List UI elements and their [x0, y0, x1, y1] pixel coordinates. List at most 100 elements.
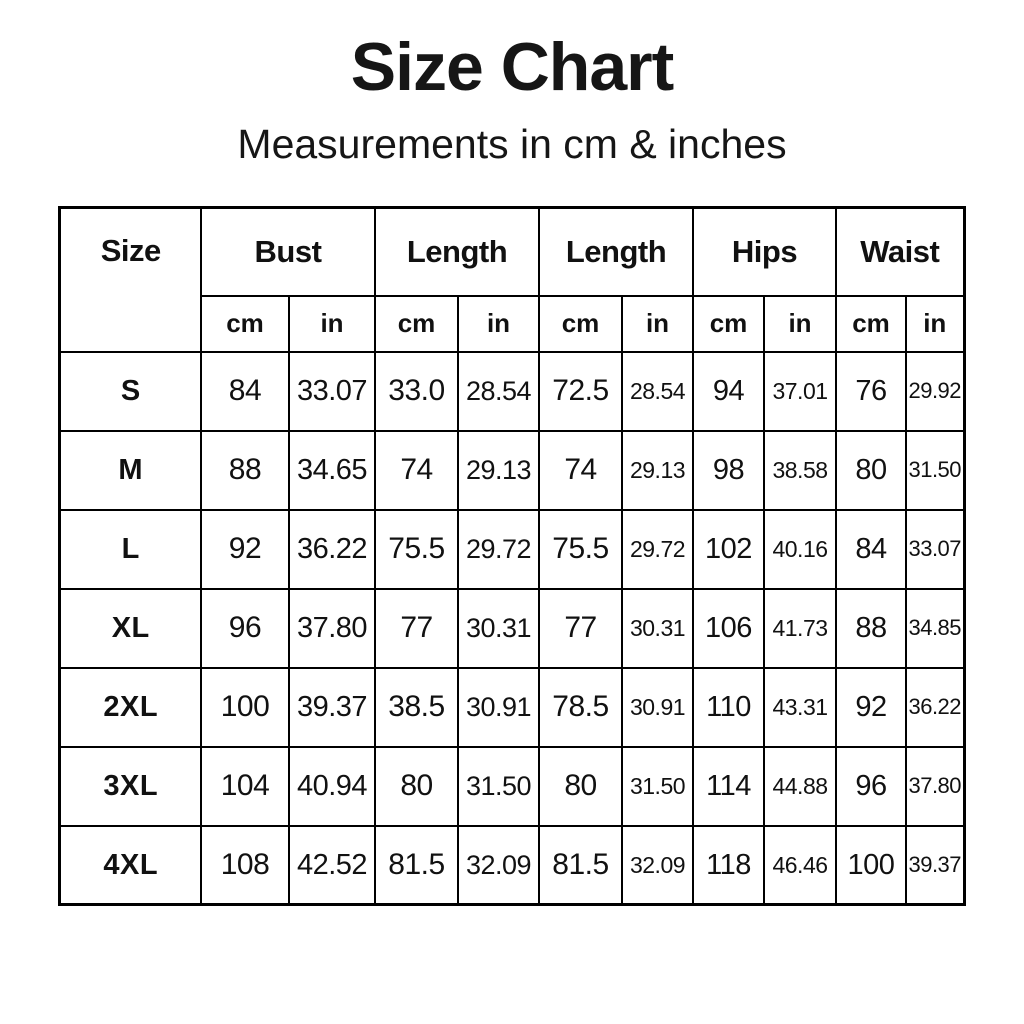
value-cell: 29.13	[621, 429, 694, 511]
value-cell: 33.07	[905, 508, 965, 590]
header-hips: Hips	[692, 206, 837, 297]
value-cell: 34.85	[905, 587, 965, 669]
value-cell: 80	[538, 745, 623, 827]
unit-waist-cm: cm	[835, 294, 907, 353]
value-cell: 41.73	[763, 587, 837, 669]
value-cell: 74	[374, 429, 459, 511]
size-label: L	[58, 508, 202, 590]
value-cell: 108	[199, 824, 290, 906]
unit-length1-cm: cm	[374, 294, 459, 353]
value-cell: 94	[692, 350, 765, 432]
value-cell: 37.80	[905, 745, 965, 827]
table-row: XL 96 37.80 77 30.31 77 30.31 106 41.73 …	[58, 587, 965, 669]
value-cell: 33.0	[374, 350, 459, 432]
value-cell: 100	[199, 666, 290, 748]
value-cell: 76	[835, 350, 907, 432]
value-cell: 81.5	[538, 824, 623, 906]
value-cell: 28.54	[621, 350, 694, 432]
value-cell: 84	[835, 508, 907, 590]
header-bust: Bust	[199, 206, 377, 297]
unit-length1-in: in	[457, 294, 540, 353]
value-cell: 37.80	[287, 587, 377, 669]
value-cell: 98	[692, 429, 765, 511]
size-chart-table: Size Bust Length Length Hips Waist cm in…	[58, 205, 966, 907]
value-cell: 118	[692, 824, 765, 906]
value-cell: 32.09	[457, 824, 540, 906]
value-cell: 80	[835, 429, 907, 511]
value-cell: 39.37	[905, 824, 965, 906]
value-cell: 31.50	[457, 745, 540, 827]
value-cell: 96	[835, 745, 907, 827]
value-cell: 78.5	[538, 666, 623, 748]
value-cell: 100	[835, 824, 907, 906]
value-cell: 104	[199, 745, 290, 827]
table-header: Size Bust Length Length Hips Waist cm in…	[58, 206, 965, 353]
size-label: XL	[58, 587, 202, 669]
value-cell: 30.91	[621, 666, 694, 748]
table-row: 4XL 108 42.52 81.5 32.09 81.5 32.09 118 …	[58, 824, 965, 906]
value-cell: 33.07	[287, 350, 377, 432]
value-cell: 29.92	[905, 350, 965, 432]
value-cell: 88	[835, 587, 907, 669]
value-cell: 37.01	[763, 350, 837, 432]
header-group-row: Size Bust Length Length Hips Waist	[58, 206, 965, 353]
header-length-2: Length	[538, 206, 694, 297]
value-cell: 36.22	[287, 508, 377, 590]
value-cell: 40.16	[763, 508, 837, 590]
value-cell: 92	[199, 508, 290, 590]
value-cell: 44.88	[763, 745, 837, 827]
header-waist: Waist	[835, 206, 965, 297]
value-cell: 34.65	[287, 429, 377, 511]
value-cell: 38.5	[374, 666, 459, 748]
value-cell: 114	[692, 745, 765, 827]
unit-hips-cm: cm	[692, 294, 765, 353]
value-cell: 32.09	[621, 824, 694, 906]
unit-bust-in: in	[287, 294, 377, 353]
unit-waist-in: in	[905, 294, 965, 353]
unit-length2-in: in	[621, 294, 694, 353]
value-cell: 31.50	[621, 745, 694, 827]
value-cell: 46.46	[763, 824, 837, 906]
value-cell: 96	[199, 587, 290, 669]
table-row: 2XL 100 39.37 38.5 30.91 78.5 30.91 110 …	[58, 666, 965, 748]
value-cell: 31.50	[905, 429, 965, 511]
size-label: 2XL	[58, 666, 202, 748]
value-cell: 30.91	[457, 666, 540, 748]
size-label: S	[58, 350, 202, 432]
header-unit-row: cm in cm in cm in cm in cm in	[60, 294, 965, 353]
table-body: S 84 33.07 33.0 28.54 72.5 28.54 94 37.0…	[58, 350, 965, 906]
table-row: S 84 33.07 33.0 28.54 72.5 28.54 94 37.0…	[58, 350, 965, 432]
value-cell: 80	[374, 745, 459, 827]
header-size: Size	[58, 206, 202, 353]
value-cell: 29.72	[621, 508, 694, 590]
value-cell: 75.5	[374, 508, 459, 590]
table-row: 3XL 104 40.94 80 31.50 80 31.50 114 44.8…	[58, 745, 965, 827]
value-cell: 72.5	[538, 350, 623, 432]
value-cell: 81.5	[374, 824, 459, 906]
value-cell: 36.22	[905, 666, 965, 748]
unit-bust-cm: cm	[199, 294, 290, 353]
header-length-1: Length	[374, 206, 540, 297]
page-subtitle: Measurements in cm & inches	[237, 120, 787, 167]
unit-length2-cm: cm	[538, 294, 623, 353]
value-cell: 42.52	[287, 824, 377, 906]
page-title: Size Chart	[350, 29, 675, 105]
value-cell: 30.31	[621, 587, 694, 669]
value-cell: 28.54	[457, 350, 540, 432]
value-cell: 30.31	[457, 587, 540, 669]
value-cell: 102	[692, 508, 765, 590]
table-row: M 88 34.65 74 29.13 74 29.13 98 38.58 80…	[58, 429, 965, 511]
value-cell: 40.94	[287, 745, 377, 827]
value-cell: 77	[374, 587, 459, 669]
value-cell: 75.5	[538, 508, 623, 590]
size-label: 3XL	[58, 745, 202, 827]
value-cell: 88	[199, 429, 290, 511]
value-cell: 92	[835, 666, 907, 748]
value-cell: 43.31	[763, 666, 837, 748]
size-label: M	[58, 429, 202, 511]
table-row: L 92 36.22 75.5 29.72 75.5 29.72 102 40.…	[58, 508, 965, 590]
value-cell: 39.37	[287, 666, 377, 748]
value-cell: 84	[199, 350, 290, 432]
value-cell: 77	[538, 587, 623, 669]
